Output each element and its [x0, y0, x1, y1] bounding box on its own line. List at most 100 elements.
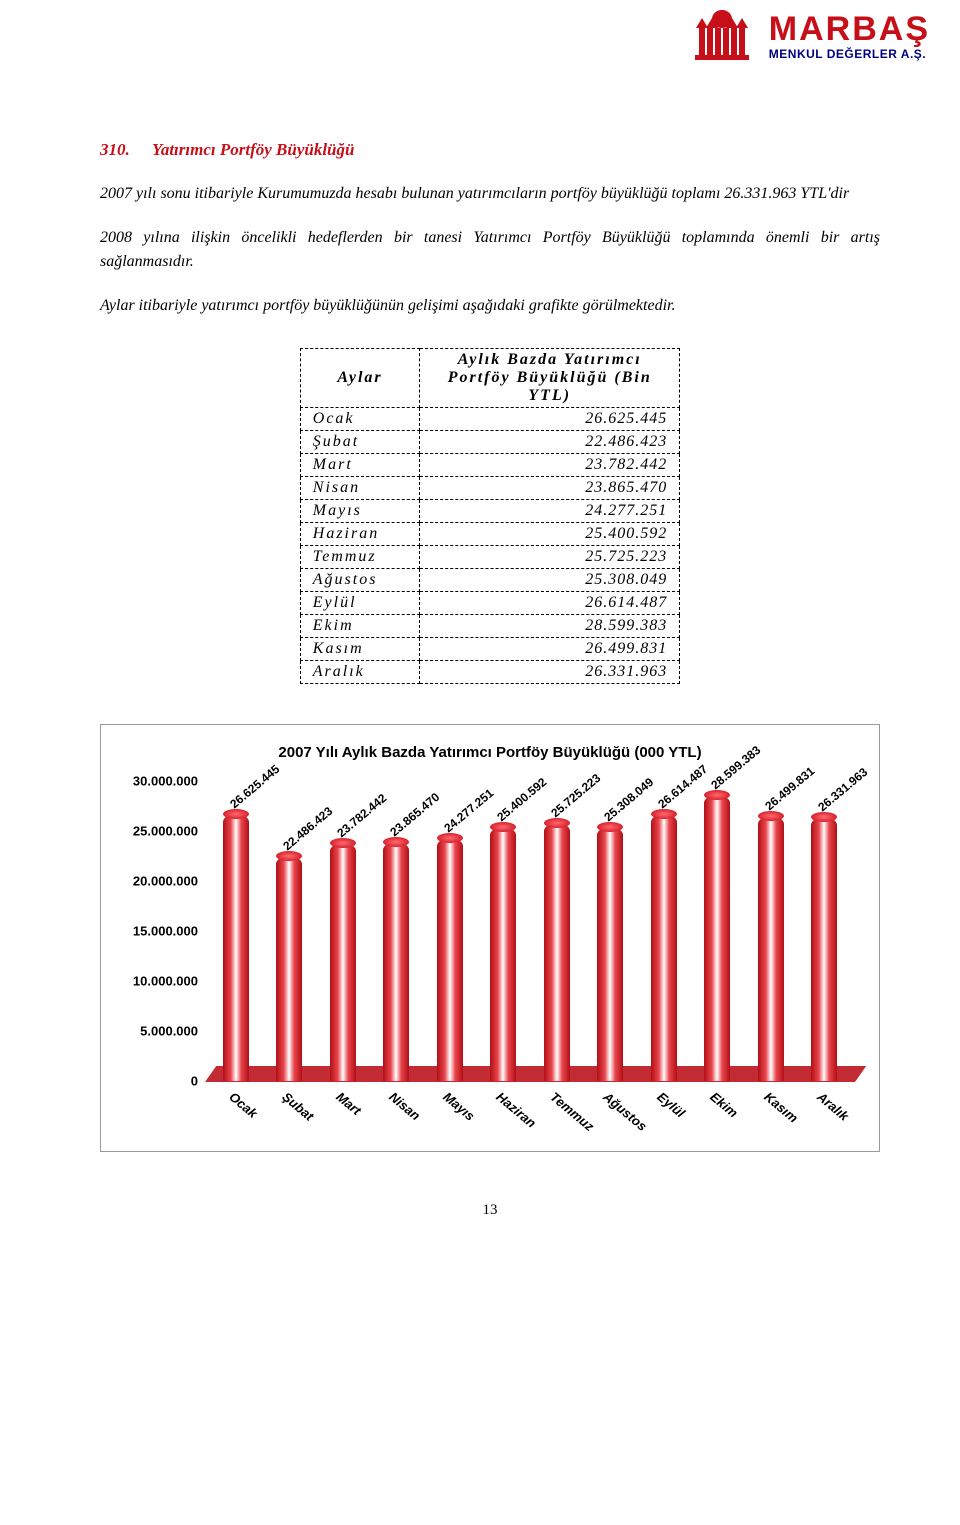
page-number: 13 [100, 1202, 880, 1219]
table-cell-month: Temmuz [300, 546, 419, 569]
table-row: Nisan23.865.470 [300, 477, 679, 500]
table-row: Mayıs24.277.251 [300, 500, 679, 523]
chart-x-label: Ocak [209, 1083, 263, 1141]
brand-subtitle: MENKUL DEĞERLER A.Ş. [769, 48, 926, 60]
brand-logo-icon [689, 8, 759, 63]
table-row: Ocak26.625.445 [300, 408, 679, 431]
paragraph-3: Aylar itibariyle yatırımcı portföy büyük… [100, 294, 880, 318]
chart-bar: 25.400.592 [490, 827, 516, 1081]
table-row: Haziran25.400.592 [300, 523, 679, 546]
chart-bar-slot: 24.277.251 [423, 838, 477, 1081]
chart-y-tick: 15.000.000 [133, 923, 198, 938]
table-row: Temmuz25.725.223 [300, 546, 679, 569]
table-cell-value: 26.614.487 [420, 592, 680, 615]
table-cell-value: 24.277.251 [420, 500, 680, 523]
table-cell-value: 26.331.963 [420, 661, 680, 684]
table-cell-month: Eylül [300, 592, 419, 615]
table-header-months: Aylar [300, 349, 419, 408]
chart-y-tick: 0 [191, 1073, 198, 1088]
chart-y-tick: 30.000.000 [133, 773, 198, 788]
table-cell-value: 26.499.831 [420, 638, 680, 661]
table-cell-value: 26.625.445 [420, 408, 680, 431]
chart-plot-area: 30.000.00025.000.00020.000.00015.000.000… [119, 781, 861, 1141]
chart-bar-slot: 26.614.487 [637, 814, 691, 1080]
chart-bar-value-label: 23.782.442 [334, 791, 389, 840]
chart-bar: 25.725.223 [544, 823, 570, 1080]
table-row: Eylül26.614.487 [300, 592, 679, 615]
table-cell-month: Kasım [300, 638, 419, 661]
bar-chart-container: 2007 Yılı Aylık Bazda Yatırımcı Portföy … [100, 724, 880, 1152]
table-cell-value: 25.400.592 [420, 523, 680, 546]
chart-bar-slot: 25.400.592 [477, 827, 531, 1081]
chart-bar: 26.625.445 [223, 814, 249, 1080]
chart-y-tick: 25.000.000 [133, 823, 198, 838]
chart-x-label: Ekim [691, 1083, 745, 1141]
chart-bar: 24.277.251 [437, 838, 463, 1081]
chart-x-label: Nisan [370, 1083, 424, 1141]
chart-y-tick: 5.000.000 [140, 1023, 198, 1038]
table-cell-month: Ağustos [300, 569, 419, 592]
chart-bar-slot: 25.308.049 [584, 827, 638, 1080]
paragraph-2: 2008 yılına ilişkin öncelikli hedeflerde… [100, 226, 880, 274]
chart-bar: 25.308.049 [597, 827, 623, 1080]
chart-bar: 26.614.487 [651, 814, 677, 1080]
table-row: Aralık26.331.963 [300, 661, 679, 684]
chart-x-label: Mart [316, 1083, 370, 1141]
chart-x-label: Şubat [263, 1083, 317, 1141]
chart-y-tick: 10.000.000 [133, 973, 198, 988]
table-cell-value: 23.865.470 [420, 477, 680, 500]
table-header-value: Aylık Bazda Yatırımcı Portföy Büyüklüğü … [420, 349, 680, 408]
chart-y-tick: 20.000.000 [133, 873, 198, 888]
chart-bar-value-label: 26.331.963 [815, 765, 870, 814]
chart-bar-slot: 22.486.423 [263, 856, 317, 1081]
table-cell-value: 28.599.383 [420, 615, 680, 638]
chart-bar: 22.486.423 [276, 856, 302, 1081]
chart-bar: 23.865.470 [383, 842, 409, 1081]
chart-x-label: Temmuz [530, 1083, 584, 1141]
table-cell-month: Nisan [300, 477, 419, 500]
chart-y-axis: 30.000.00025.000.00020.000.00015.000.000… [119, 781, 204, 1081]
chart-x-label: Mayıs [423, 1083, 477, 1141]
chart-bar-value-label: 26.499.831 [762, 763, 817, 812]
chart-x-label: Aralık [798, 1083, 852, 1141]
brand-logo: MARBAŞ MENKUL DEĞERLER A.Ş. [689, 8, 930, 63]
chart-bar: 26.499.831 [758, 816, 784, 1081]
table-cell-value: 23.782.442 [420, 454, 680, 477]
table-cell-month: Ekim [300, 615, 419, 638]
chart-bar-value-label: 25.725.223 [548, 771, 603, 820]
chart-bar-value-label: 23.865.470 [387, 790, 442, 839]
chart-bar-slot: 25.725.223 [530, 823, 584, 1080]
table-cell-month: Mayıs [300, 500, 419, 523]
chart-x-label: Ağustos [584, 1083, 638, 1141]
chart-x-label: Haziran [477, 1083, 531, 1141]
table-row: Mart23.782.442 [300, 454, 679, 477]
chart-bar-value-label: 25.400.592 [494, 774, 549, 823]
table-row: Şubat22.486.423 [300, 431, 679, 454]
chart-plot: 26.625.44522.486.42323.782.44223.865.470… [209, 781, 851, 1081]
chart-bars: 26.625.44522.486.42323.782.44223.865.470… [209, 781, 851, 1081]
chart-bar: 26.331.963 [811, 817, 837, 1080]
section-heading: 310. Yatırımcı Portföy Büyüklüğü [100, 140, 880, 160]
table-row: Ağustos25.308.049 [300, 569, 679, 592]
chart-x-axis: OcakŞubatMartNisanMayısHaziranTemmuzAğus… [209, 1083, 851, 1141]
chart-x-label: Eylül [637, 1083, 691, 1141]
monthly-data-table: Aylar Aylık Bazda Yatırımcı Portföy Büyü… [300, 348, 680, 684]
chart-bar: 23.782.442 [330, 843, 356, 1081]
table-row: Kasım26.499.831 [300, 638, 679, 661]
chart-bar-value-label: 26.625.445 [227, 762, 282, 811]
section-title: Yatırımcı Portföy Büyüklüğü [152, 140, 354, 160]
chart-x-label: Kasım [744, 1083, 798, 1141]
chart-bar: 28.599.383 [704, 795, 730, 1081]
chart-bar-slot: 26.625.445 [209, 814, 263, 1080]
paragraph-1: 2007 yılı sonu itibariyle Kurumumuzda he… [100, 182, 880, 206]
section-number: 310. [100, 140, 152, 160]
table-cell-value: 25.725.223 [420, 546, 680, 569]
table-cell-month: Haziran [300, 523, 419, 546]
chart-bar-slot: 26.331.963 [798, 817, 852, 1080]
brand-name: MARBAŞ [769, 12, 930, 46]
table-cell-month: Şubat [300, 431, 419, 454]
table-cell-value: 22.486.423 [420, 431, 680, 454]
chart-bar-slot: 26.499.831 [744, 816, 798, 1081]
table-cell-month: Aralık [300, 661, 419, 684]
table-cell-month: Ocak [300, 408, 419, 431]
